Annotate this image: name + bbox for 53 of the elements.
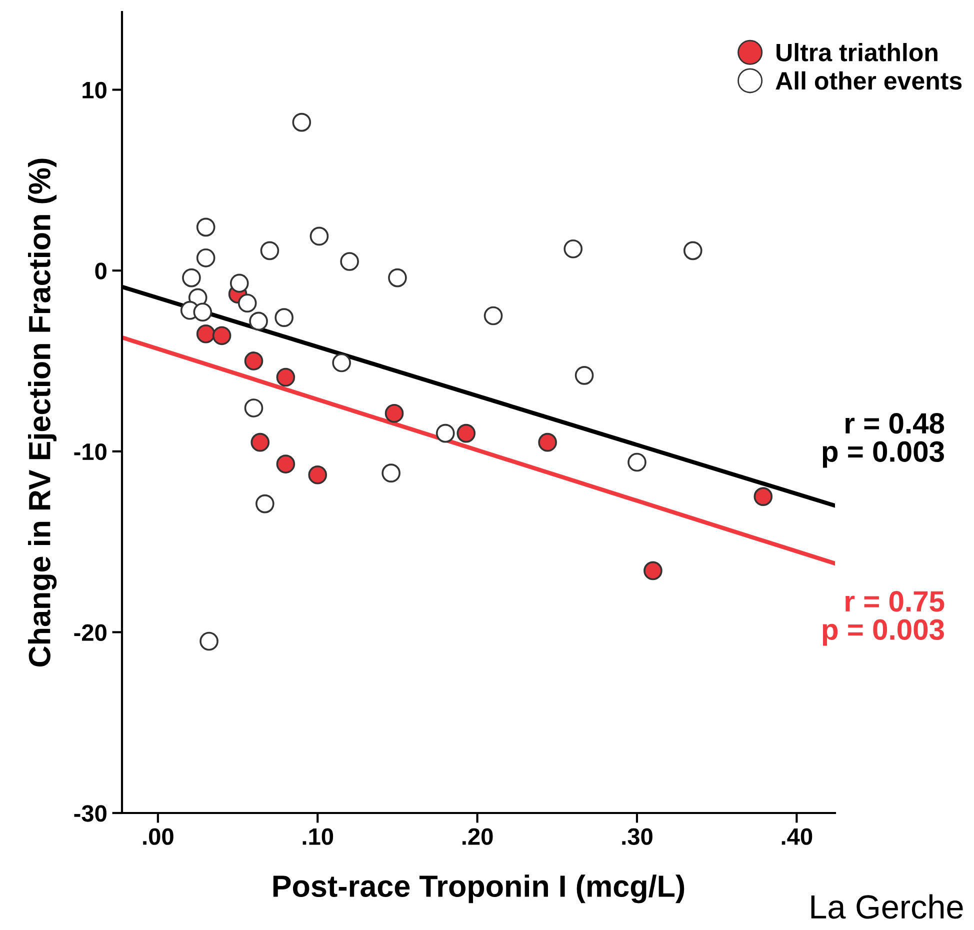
y-tick-label: 0 [95,262,106,280]
point [384,404,404,423]
point [564,239,583,258]
point [276,454,296,474]
point [230,274,249,293]
point [436,424,455,443]
point [340,252,359,271]
point [250,432,270,452]
x-axis-title: Post-race Troponin I (mcg/L) [273,874,684,904]
point [574,366,594,385]
x-tick-label: .30 [622,828,652,845]
point [256,494,274,514]
y-tick-label: 10 [82,82,106,99]
point [388,268,407,288]
point [308,465,328,484]
point [754,487,773,506]
legend-label: All other events [776,71,962,90]
y-axis-title: Change in RV Ejection Fraction (%) [28,158,57,666]
x-tick-label: .20 [462,828,493,845]
point [382,464,400,482]
point [260,241,280,260]
annotation: r = 0.75 p = 0.003 [822,591,944,646]
point [249,312,268,331]
point [193,302,212,322]
point [238,294,257,313]
text: La Gerche [811,894,963,919]
point [292,112,312,132]
point [538,432,557,452]
point [244,352,264,370]
point [196,324,216,344]
point [276,368,296,387]
legend-label: Ultra triathlon [776,43,938,62]
x-tick-label: .00 [143,828,174,845]
x-tick-label: .10 [302,828,334,845]
x-tick-label: .40 [782,828,812,845]
point [628,452,646,472]
point [274,308,294,327]
point [683,241,702,260]
point [182,268,201,288]
y-tick-label: -10 [74,443,106,460]
point [456,424,476,443]
y-tick-label: -30 [74,805,106,822]
point [200,632,218,651]
point [310,226,329,246]
point [196,248,216,268]
point [196,218,216,237]
point [484,306,503,326]
point [212,326,232,346]
point [332,353,351,372]
point [644,561,662,580]
annotation: r = 0.48 p = 0.003 [822,413,944,468]
point [244,398,264,418]
y-tick-label: -20 [74,624,106,641]
